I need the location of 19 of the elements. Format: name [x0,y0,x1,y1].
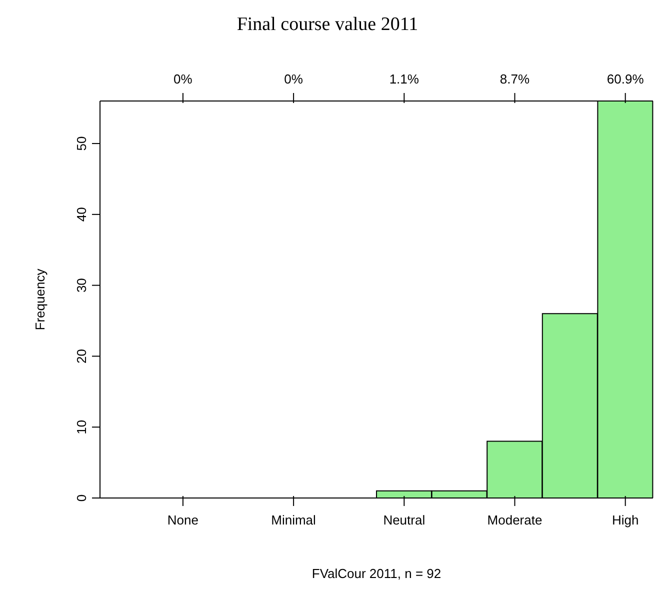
annotation: 8.7% [500,72,530,86]
y-tick-label: 0 [74,494,89,502]
x-tick-label: Minimal [271,512,316,528]
annotation: 1.1% [389,72,420,86]
annotation: 0% [174,72,193,86]
x-tick-label: High [612,512,639,528]
x-tick-label: Neutral [383,512,426,528]
x-tick-label: None [167,512,198,528]
chart-title: Final course value 2011 [236,14,420,36]
y-tick-label: 40 [74,207,89,222]
y-tick-label: 10 [74,420,89,434]
annotation: 0% [284,72,304,86]
y-tick-label: 30 [74,278,89,293]
x-axis-title: FValCour 2011, n = 92 [312,566,442,581]
annotation: 60.9% [606,72,644,86]
x-tick-label: Moderate [487,512,542,528]
y-axis-title: Frequency [32,268,48,330]
y-tick-label: 20 [74,348,89,364]
y-tick-label: 50 [74,136,89,151]
